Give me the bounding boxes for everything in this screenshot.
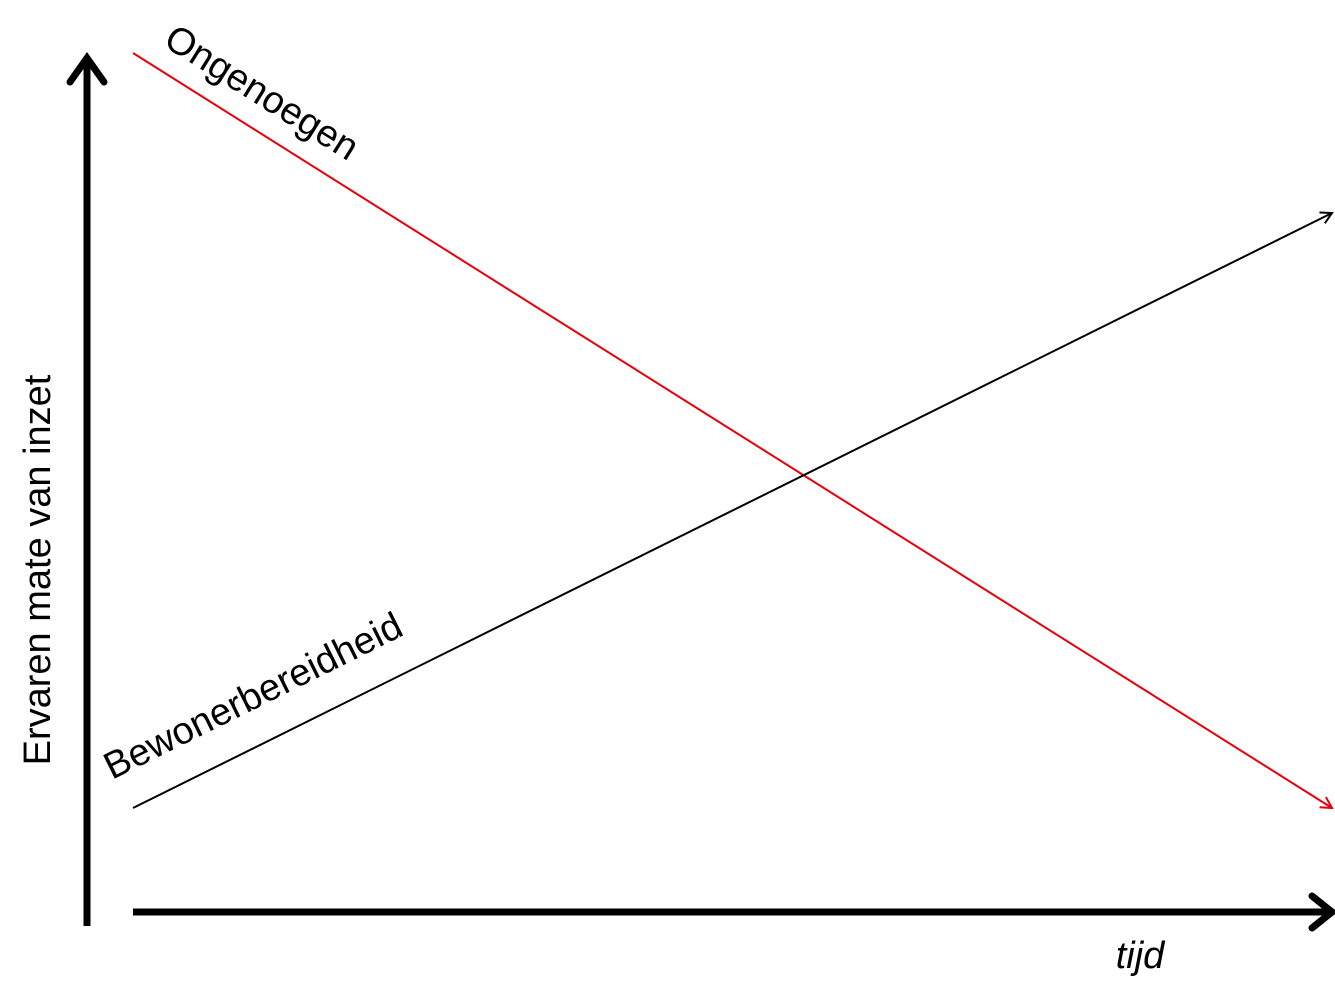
y-axis-label: Ervaren mate van inzet (17, 374, 59, 765)
line-label: Ongenoegen (157, 17, 366, 169)
x-axis-label: tijd (1116, 935, 1166, 977)
y-axis-arrowhead (66, 51, 108, 86)
x-axis-arrowhead (1308, 892, 1335, 932)
bewonerbereidheid-line (132, 213, 1332, 809)
ongenoegen-line (132, 52, 1332, 808)
line-label: Bewonerbereidheid (97, 605, 409, 788)
